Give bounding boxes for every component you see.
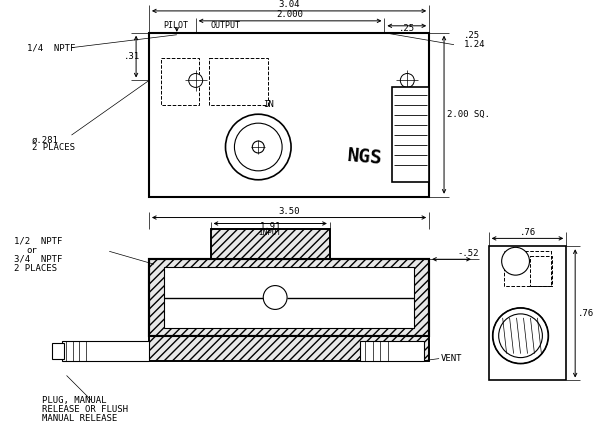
Circle shape (226, 114, 291, 180)
Text: RELEASE OR FLUSH: RELEASE OR FLUSH (42, 405, 128, 414)
Text: 1/4  NPTF: 1/4 NPTF (27, 43, 75, 52)
Bar (489, 246, 566, 380)
Bar (530, 256, 553, 286)
Bar (149, 33, 429, 197)
Bar (359, 341, 424, 361)
Text: IN: IN (263, 100, 274, 109)
Text: -.52: -.52 (457, 249, 478, 258)
Bar (149, 336, 429, 361)
Circle shape (263, 285, 287, 310)
Text: .31: .31 (124, 52, 140, 61)
Bar (503, 251, 551, 286)
Circle shape (400, 73, 414, 87)
Circle shape (235, 123, 282, 171)
Text: 2.00 SQ.: 2.00 SQ. (447, 110, 490, 119)
Text: 1.24: 1.24 (464, 40, 485, 49)
Text: INPUT: INPUT (259, 228, 282, 237)
Text: NGS: NGS (346, 146, 383, 168)
Bar (149, 259, 429, 336)
Circle shape (502, 247, 529, 275)
Circle shape (189, 73, 203, 87)
Text: 1/2  NPTF: 1/2 NPTF (14, 237, 62, 246)
Text: .25: .25 (399, 24, 415, 33)
Text: .76: .76 (578, 309, 594, 318)
Text: PLUG, MANUAL: PLUG, MANUAL (42, 396, 106, 405)
Text: 2.000: 2.000 (277, 10, 304, 19)
Bar (149, 336, 429, 361)
Circle shape (493, 308, 548, 364)
Bar (209, 58, 268, 105)
Bar (149, 259, 429, 336)
Bar (52, 343, 64, 358)
Bar (164, 267, 414, 328)
Text: MANUAL RELEASE: MANUAL RELEASE (42, 414, 117, 423)
Text: or: or (27, 246, 38, 255)
Circle shape (499, 314, 542, 358)
Text: 3/4  NPTF: 3/4 NPTF (14, 255, 62, 264)
Text: VENT: VENT (441, 354, 463, 363)
Text: .25: .25 (464, 31, 480, 40)
Bar (211, 229, 330, 259)
Text: OUTPUT: OUTPUT (211, 21, 241, 30)
Text: ø.281: ø.281 (32, 136, 59, 145)
Bar (392, 87, 429, 182)
Text: 1.91: 1.91 (259, 222, 281, 231)
Text: 3.04: 3.04 (278, 0, 300, 9)
Text: 2 PLACES: 2 PLACES (32, 143, 75, 152)
Bar (211, 229, 330, 259)
Text: 2 PLACES: 2 PLACES (14, 264, 57, 273)
Bar (161, 58, 199, 105)
Text: PILOT: PILOT (163, 21, 188, 30)
Circle shape (253, 141, 264, 153)
Text: 3.50: 3.50 (278, 207, 300, 216)
Bar (62, 341, 149, 361)
Text: .76: .76 (520, 228, 536, 237)
